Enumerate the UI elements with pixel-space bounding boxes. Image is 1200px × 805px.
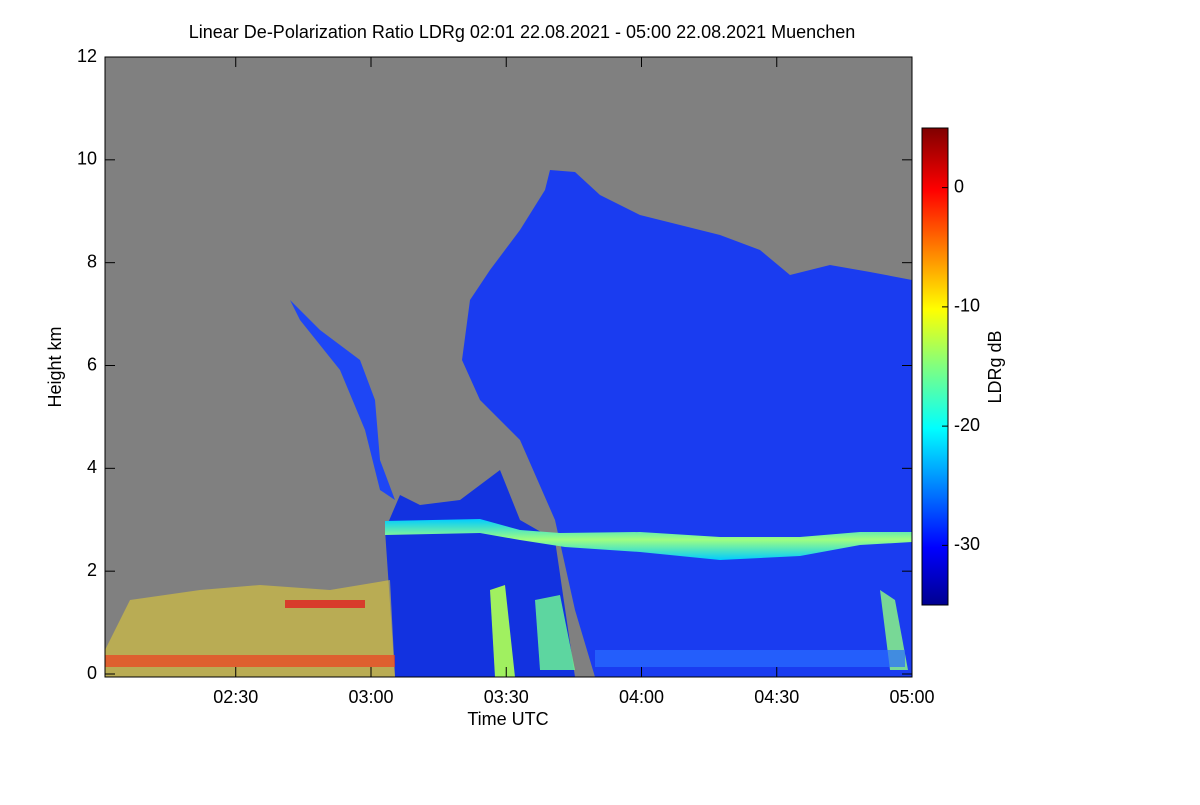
colorbar xyxy=(921,127,949,606)
colorbar-tick-label: -10 xyxy=(954,296,980,316)
layer xyxy=(595,650,905,667)
y-tick-label: 8 xyxy=(87,251,97,271)
y-axis-label: Height km xyxy=(45,326,65,407)
colorbar-tick-label: -20 xyxy=(954,415,980,435)
lidar-image xyxy=(105,170,912,677)
chart-title: Linear De-Polarization Ratio LDRg 02:01 … xyxy=(189,22,855,42)
colorbar-label: LDRg dB xyxy=(985,330,1005,403)
x-axis-label: Time UTC xyxy=(467,709,548,729)
x-tick-label: 03:30 xyxy=(484,687,529,707)
x-tick-label: 04:00 xyxy=(619,687,664,707)
x-tick-label: 02:30 xyxy=(213,687,258,707)
y-tick-label: 0 xyxy=(87,663,97,683)
noise xyxy=(105,655,395,667)
x-tick-label: 03:00 xyxy=(348,687,393,707)
noise xyxy=(285,600,365,608)
y-tick-label: 10 xyxy=(77,149,97,169)
noise xyxy=(490,585,515,677)
layer xyxy=(385,519,912,560)
y-tick-label: 6 xyxy=(87,354,97,374)
plot-frame xyxy=(104,56,913,678)
x-tick-label: 04:30 xyxy=(754,687,799,707)
y-tick-label: 12 xyxy=(77,46,97,66)
y-tick-label: 4 xyxy=(87,457,97,477)
noise xyxy=(535,595,575,670)
x-tick-label: 05:00 xyxy=(889,687,934,707)
colorbar-tick-label: 0 xyxy=(954,176,964,196)
colorbar-tick-label: -30 xyxy=(954,534,980,554)
y-tick-label: 2 xyxy=(87,560,97,580)
cloud xyxy=(290,300,395,500)
